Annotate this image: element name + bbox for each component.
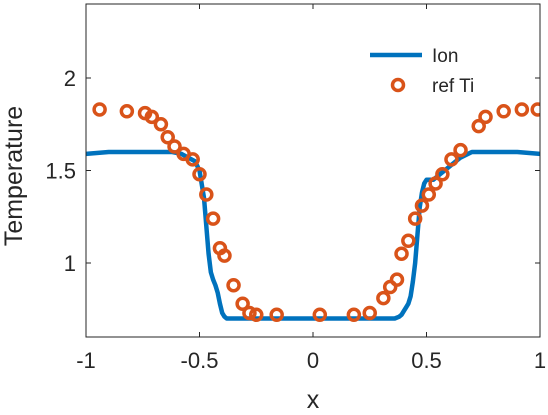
data-point (167, 139, 182, 154)
data-point (453, 142, 468, 158)
x-tick-label: 0.5 (411, 348, 442, 373)
data-point (346, 307, 362, 323)
data-point (414, 198, 430, 213)
data-point (242, 305, 257, 321)
plot-area (86, 102, 540, 323)
data-point (226, 277, 241, 293)
data-point (530, 102, 540, 117)
data-point (389, 272, 405, 287)
data-point (496, 104, 511, 119)
data-point (249, 307, 264, 323)
data-point (394, 246, 409, 261)
data-point (153, 117, 169, 132)
data-point (514, 102, 530, 117)
x-tick-label: 1 (534, 348, 546, 373)
data-point (217, 248, 232, 263)
x-axis-label: x (307, 386, 320, 414)
x-tick-label: -1 (76, 348, 96, 373)
legend-label: ref Ti (432, 76, 474, 97)
data-point (428, 176, 443, 191)
y-tick-label: 1.5 (45, 159, 76, 184)
y-tick-label: 1 (64, 251, 76, 276)
data-point (192, 166, 207, 182)
axes-box (85, 3, 541, 338)
data-point (478, 109, 493, 125)
axes: -1 -0.5 0 0.5 1 1 1.5 2 (45, 3, 546, 373)
data-point (471, 118, 486, 134)
data-point (185, 152, 200, 167)
data-point (144, 109, 160, 125)
data-point (312, 307, 328, 323)
data-point (119, 104, 135, 119)
series-line-ion (86, 149, 540, 321)
data-point (401, 233, 416, 249)
data-point (362, 305, 377, 321)
data-point (421, 187, 437, 202)
y-tick-label: 2 (64, 66, 76, 91)
data-point (444, 152, 459, 167)
data-point (235, 296, 250, 311)
data-point (407, 211, 423, 226)
data-point (199, 187, 214, 202)
data-point (435, 166, 450, 182)
y-axis-label: Temperature (0, 106, 28, 246)
data-point (160, 129, 175, 145)
legend: Ion ref Ti (370, 46, 474, 97)
data-point (92, 102, 107, 117)
data-point (269, 307, 284, 323)
x-tick-label: 0 (307, 348, 319, 373)
data-point (205, 211, 221, 226)
series-markers-ref-ti (92, 102, 540, 323)
data-point (376, 290, 391, 306)
legend-label: Ion (432, 46, 458, 67)
x-tick-label: -0.5 (181, 348, 219, 373)
legend-swatch-ref-ti (390, 77, 406, 93)
